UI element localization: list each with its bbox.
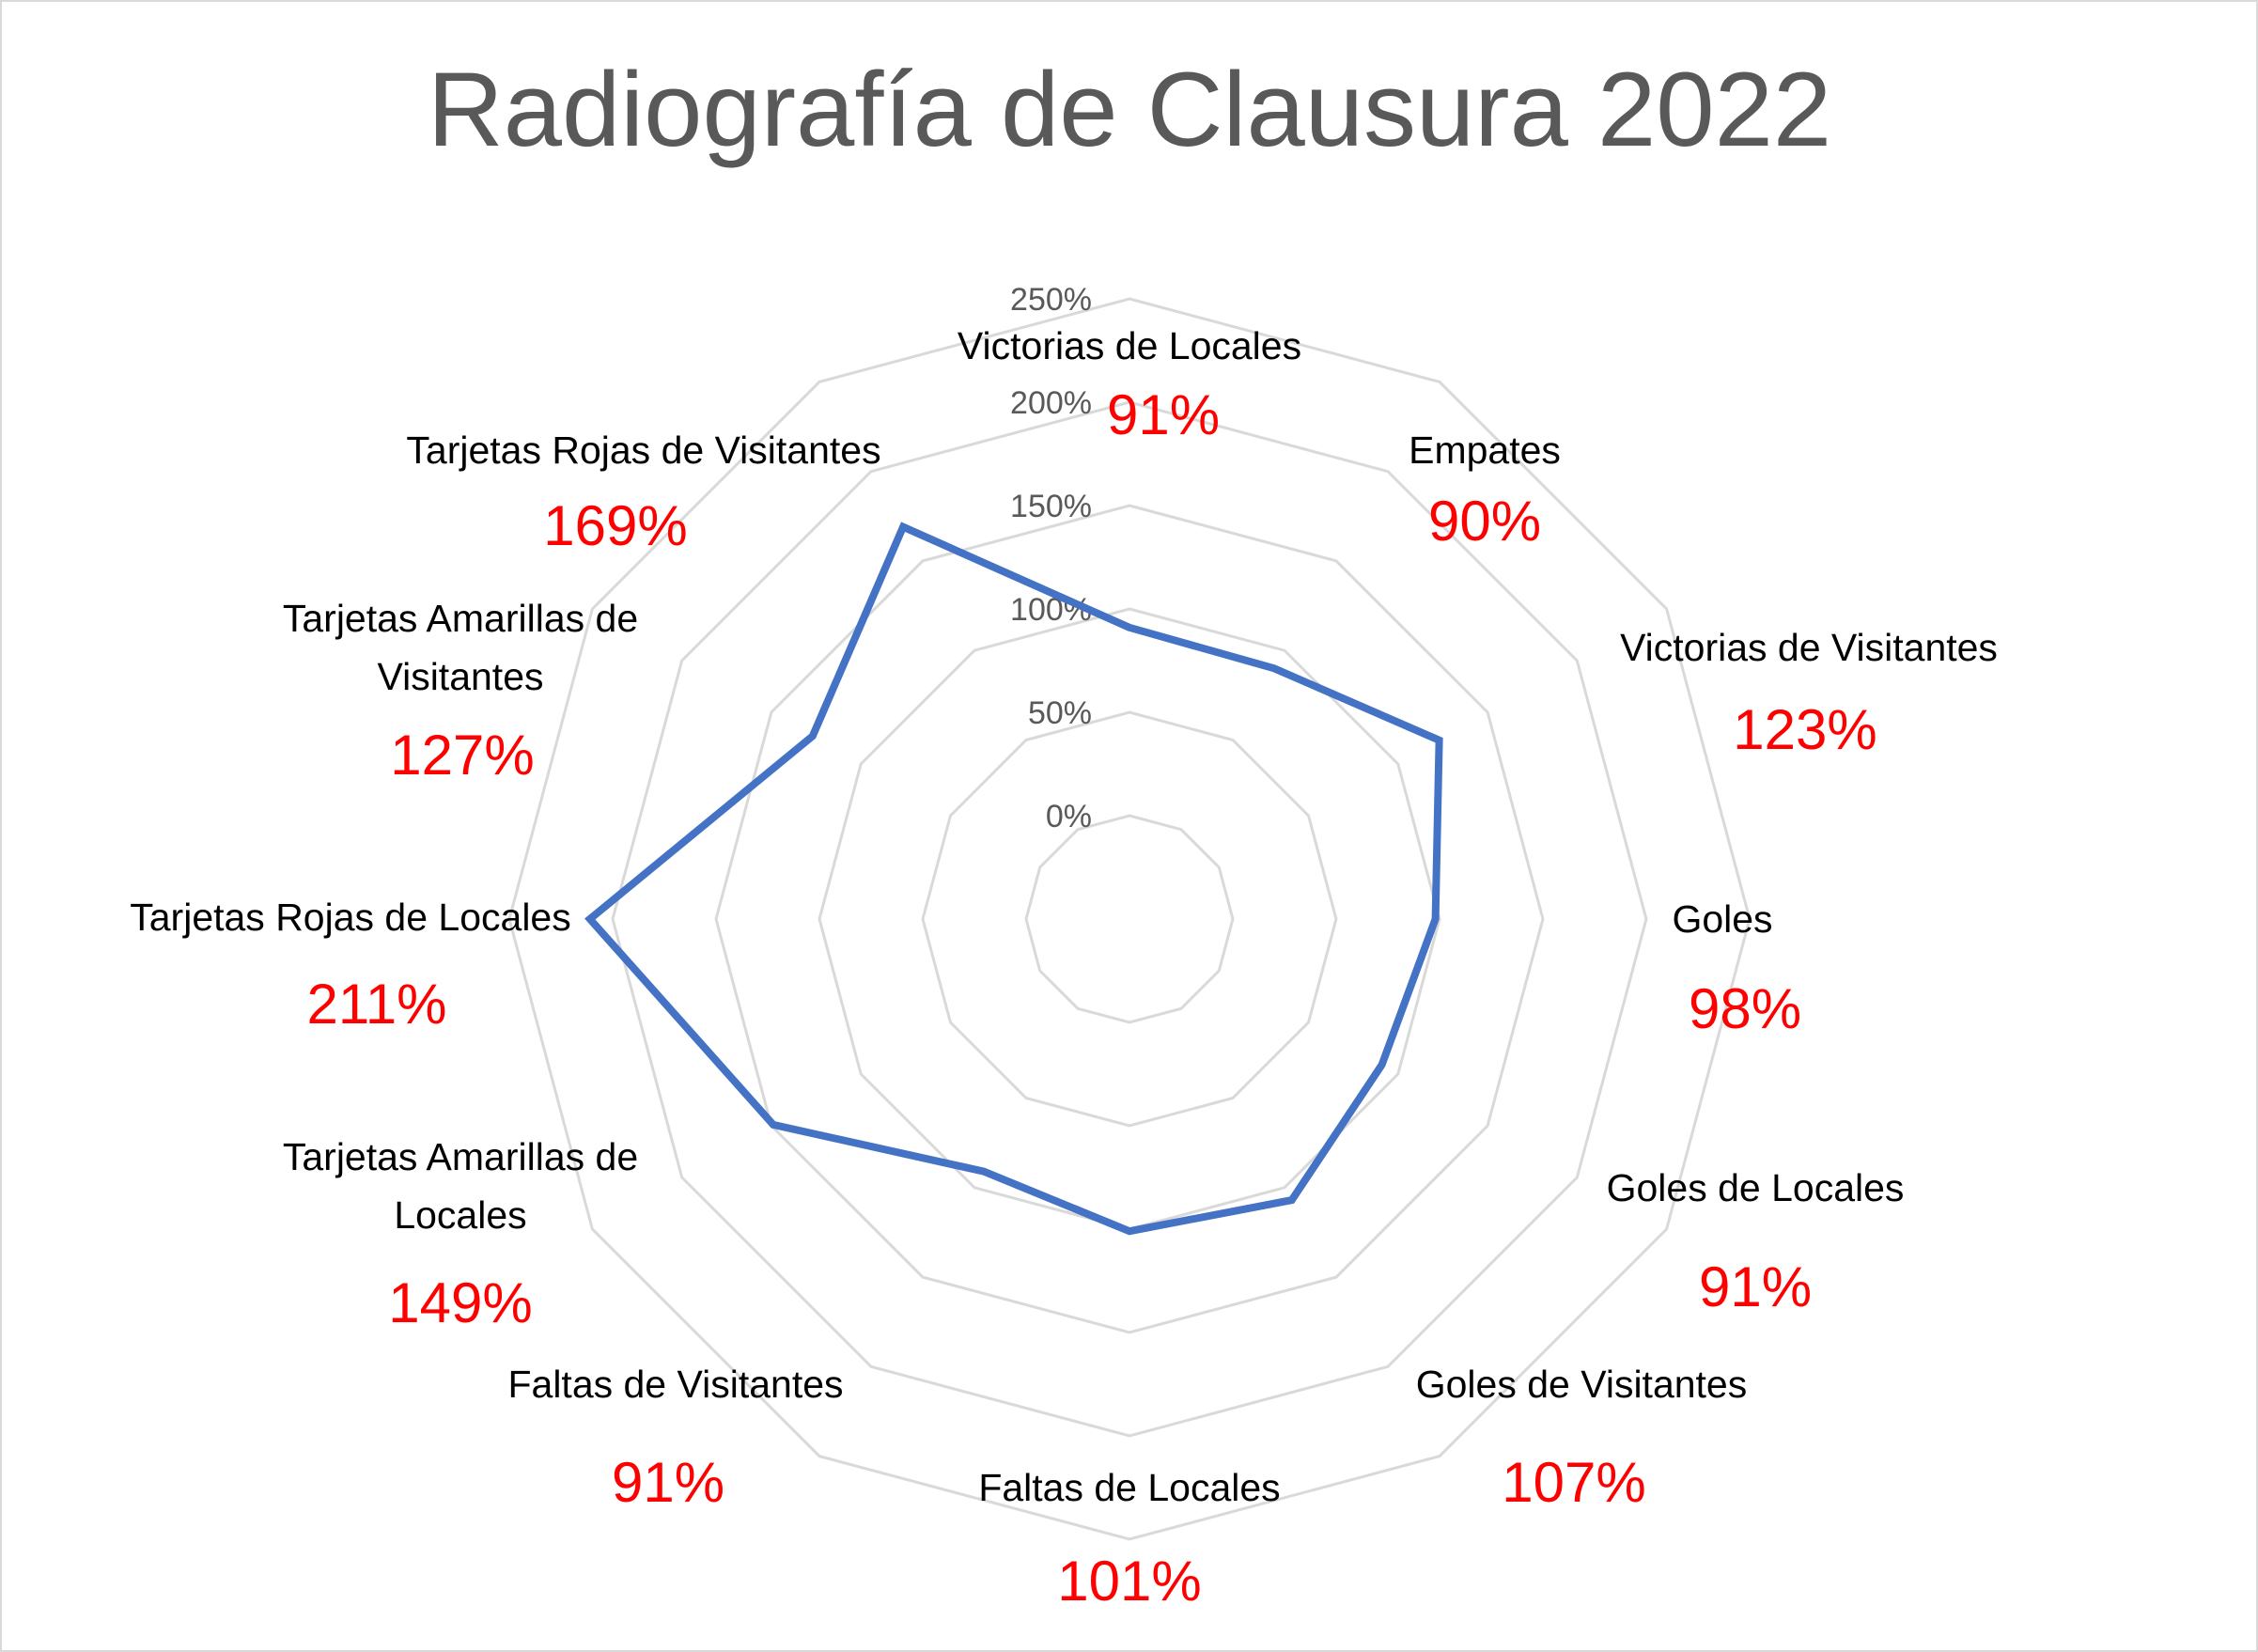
grid-ring — [714, 504, 1545, 1334]
category-label: Goles — [1672, 897, 1772, 941]
data-value-label: 107% — [1502, 1451, 1645, 1514]
radar-grid — [507, 297, 1752, 1541]
axis-tick-label: 250% — [1010, 282, 1092, 318]
category-label: Victorias de Locales — [958, 324, 1301, 367]
series-layer — [584, 522, 1443, 1236]
data-value-label: 90% — [1428, 490, 1541, 553]
grid-ring — [611, 400, 1648, 1438]
axis-tick-label: 50% — [1028, 695, 1092, 731]
axis-tick-label: 100% — [1010, 592, 1092, 628]
data-value-label: 169% — [543, 494, 687, 557]
data-value-label: 91% — [1107, 383, 1220, 446]
series-line — [584, 522, 1443, 1236]
category-label: Empates — [1409, 429, 1561, 472]
chart-title: Radiografía de Clausura 2022 — [428, 51, 1831, 168]
grid-ring — [1024, 814, 1235, 1024]
data-value-label: 101% — [1057, 1550, 1201, 1613]
data-value-label: 127% — [390, 724, 534, 787]
axis-tick-label: 0% — [1046, 799, 1092, 834]
category-label: Victorias de Visitantes — [1620, 626, 1998, 669]
category-label: Tarjetas Rojas de Visitantes — [406, 429, 880, 472]
axis-ticks: 0% 50% 100% 150% 200% 250% — [1010, 282, 1092, 834]
data-value-label: 91% — [612, 1451, 724, 1514]
data-value-label: 91% — [1699, 1255, 1812, 1318]
category-label: Goles de Visitantes — [1416, 1363, 1748, 1406]
category-label: Tarjetas Amarillas de Visitantes — [283, 597, 638, 698]
axis-tick-label: 150% — [1010, 489, 1092, 524]
grid-ring — [507, 297, 1752, 1541]
data-value-label: 211% — [306, 973, 446, 1036]
category-label: Tarjetas Rojas de Locales — [130, 896, 570, 939]
category-labels: Victorias de Locales 91% Empates 90% Victori… — [130, 324, 1998, 1613]
category-label: Faltas de Visitantes — [507, 1363, 843, 1406]
data-value-label: 149% — [388, 1271, 532, 1334]
category-label: Faltas de Locales — [978, 1466, 1280, 1509]
category-label: Tarjetas Amarillas de Locales — [283, 1135, 638, 1237]
data-value-label: 123% — [1733, 698, 1876, 761]
data-value-label: 98% — [1689, 977, 1801, 1040]
category-label: Goles de Locales — [1607, 1166, 1905, 1209]
axis-tick-label: 200% — [1010, 385, 1092, 421]
grid-ring — [921, 710, 1338, 1128]
